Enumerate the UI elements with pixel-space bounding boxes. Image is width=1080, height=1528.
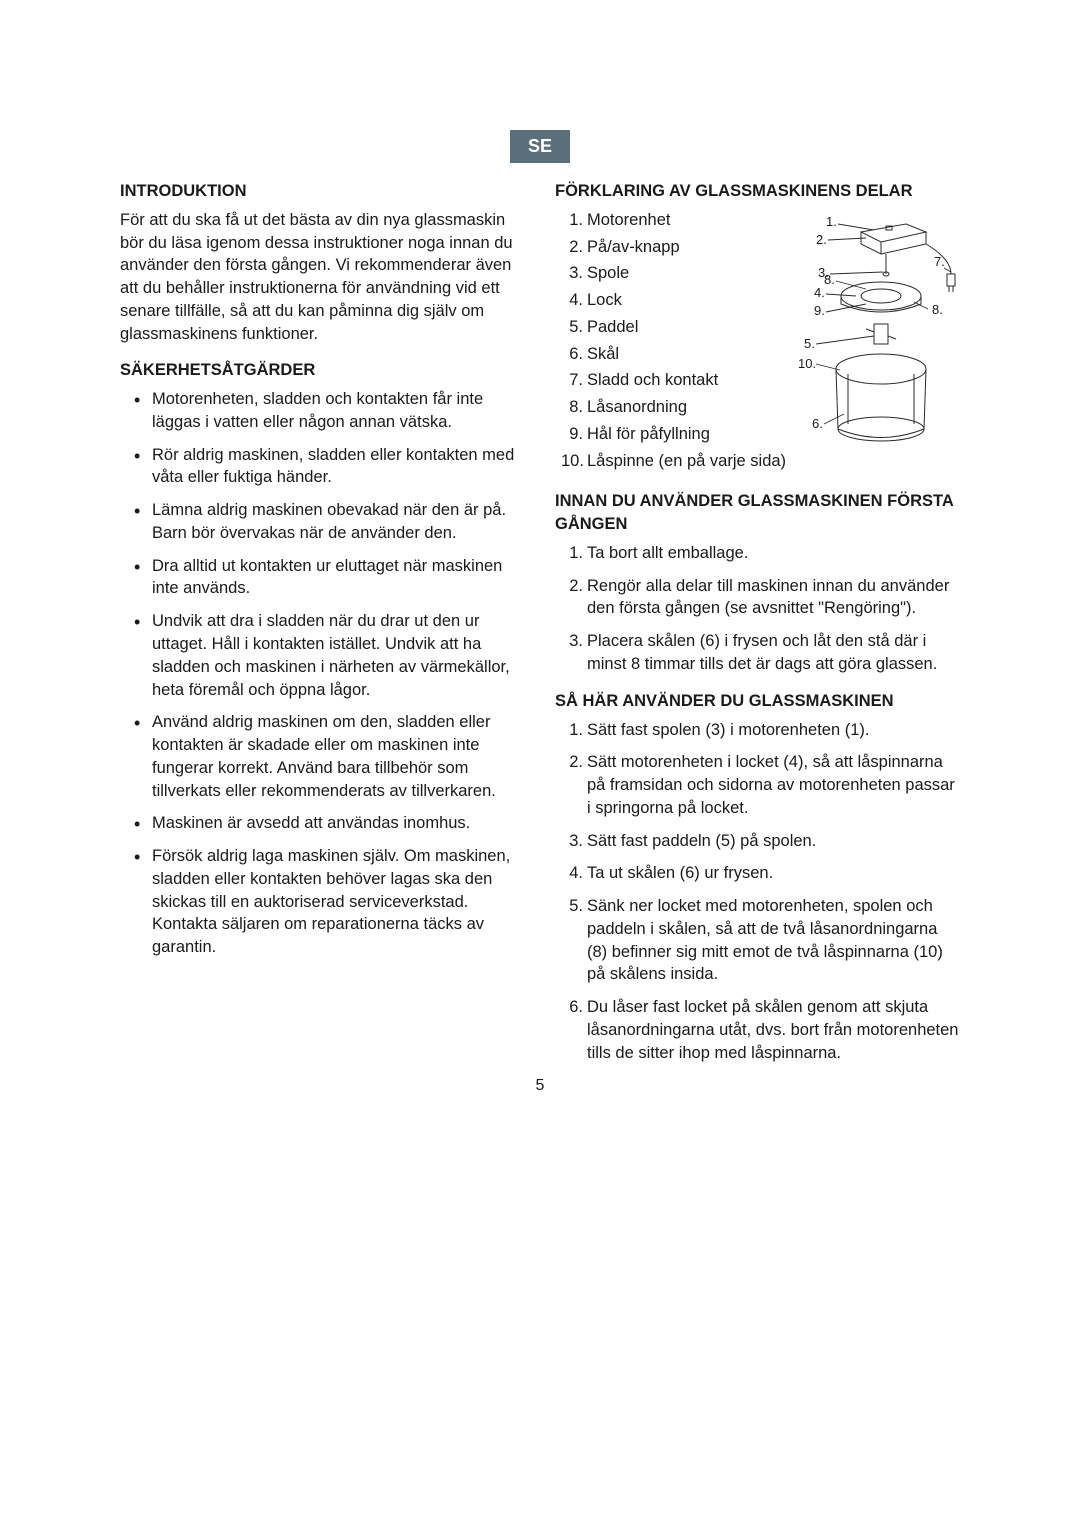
list-item: Sätt fast spolen (3) i motorenheten (1).: [587, 719, 960, 742]
two-column-layout: INTRODUKTION För att du ska få ut det bä…: [120, 180, 960, 1075]
page-number: 5: [536, 1077, 545, 1095]
callout: 8.: [932, 302, 943, 317]
list-item: Sätt fast paddeln (5) på spolen.: [587, 830, 960, 853]
callout: 1.: [826, 214, 837, 229]
heading-before-use: INNAN DU ANVÄNDER GLASSMASKINEN FÖRSTA G…: [555, 490, 960, 536]
list-item: Sätt motorenheten i locket (4), så att l…: [587, 751, 960, 819]
parts-diagram: 1. 2. 3. 4. 5. 6. 7. 8. 8. 9. 10.: [766, 214, 966, 454]
list-item: Ta ut skålen (6) ur frysen.: [587, 862, 960, 885]
callout: 10.: [798, 356, 816, 371]
list-item: Dra alltid ut kontakten ur eluttaget när…: [152, 555, 525, 601]
list-item: Försök aldrig laga maskinen själv. Om ma…: [152, 845, 525, 959]
list-item: Undvik att dra i sladden när du drar ut …: [152, 610, 525, 701]
list-item: Placera skålen (6) i frysen och låt den …: [587, 630, 960, 676]
callout: 7.: [934, 254, 945, 269]
heading-safety: SÄKERHETSÅTGÄRDER: [120, 359, 525, 382]
callout: 8.: [824, 272, 835, 287]
language-badge: SE: [510, 130, 570, 163]
list-item: Använd aldrig maskinen om den, sladden e…: [152, 711, 525, 802]
list-item: Rengör alla delar till maskinen innan du…: [587, 575, 960, 621]
heading-howto: SÅ HÄR ANVÄNDER DU GLASSMASKINEN: [555, 690, 960, 713]
list-item: Motorenheten, sladden och kontakten får …: [152, 388, 525, 434]
callout: 5.: [804, 336, 815, 351]
manual-page: SE INTRODUKTION För att du ska få ut det…: [0, 0, 1080, 1075]
list-item: Sänk ner locket med motorenheten, spolen…: [587, 895, 960, 986]
safety-list: Motorenheten, sladden och kontakten får …: [120, 388, 525, 959]
heading-parts: FÖRKLARING AV GLASSMASKINENS DELAR: [555, 180, 960, 203]
howto-list: Sätt fast spolen (3) i motorenheten (1).…: [555, 719, 960, 1065]
left-column: INTRODUKTION För att du ska få ut det bä…: [120, 180, 525, 1075]
list-item: Ta bort allt emballage.: [587, 542, 960, 565]
right-column: FÖRKLARING AV GLASSMASKINENS DELAR Motor…: [555, 180, 960, 1075]
list-item: Rör aldrig maskinen, sladden eller konta…: [152, 444, 525, 490]
list-item: Du låser fast locket på skålen genom att…: [587, 996, 960, 1064]
callout: 4.: [814, 285, 825, 300]
callout: 9.: [814, 303, 825, 318]
list-item: Lämna aldrig maskinen obevakad när den ä…: [152, 499, 525, 545]
intro-paragraph: För att du ska få ut det bästa av din ny…: [120, 209, 525, 346]
callout: 2.: [816, 232, 827, 247]
before-use-list: Ta bort allt emballage. Rengör alla dela…: [555, 542, 960, 676]
callout: 6.: [812, 416, 823, 431]
list-item: Maskinen är avsedd att användas inomhus.: [152, 812, 525, 835]
heading-introduction: INTRODUKTION: [120, 180, 525, 203]
